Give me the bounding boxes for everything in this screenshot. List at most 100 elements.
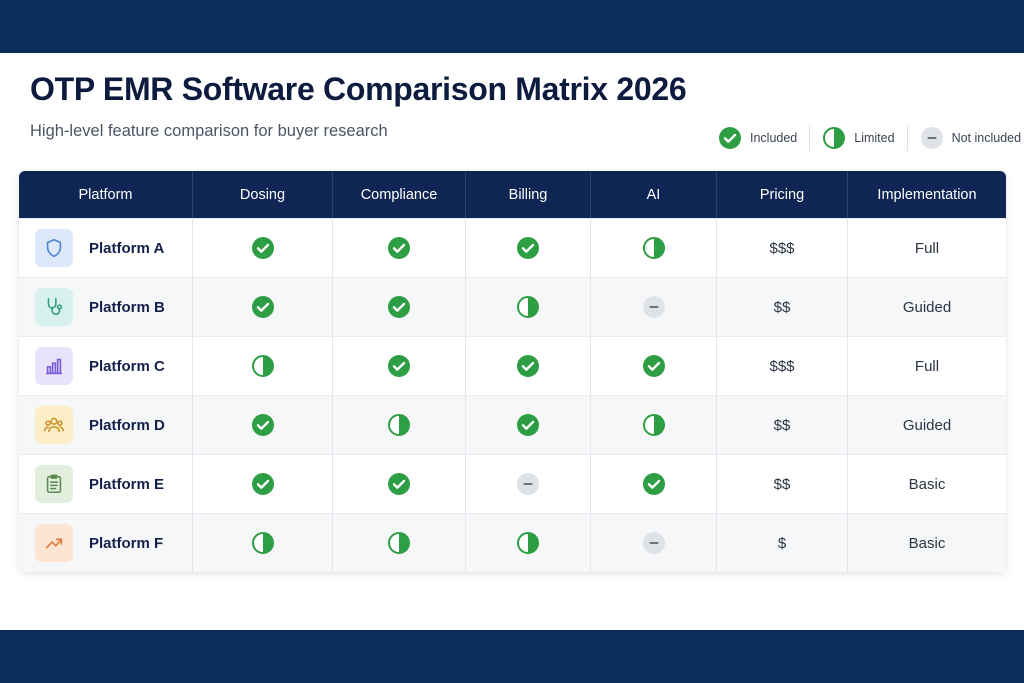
half-circle-icon	[516, 531, 540, 555]
bar-chart-icon	[35, 347, 73, 385]
pricing-cell: $	[717, 514, 848, 572]
compliance-cell	[333, 514, 466, 572]
billing-cell	[466, 219, 591, 277]
legend-limited: Limited	[822, 126, 895, 150]
top-banner	[0, 0, 1024, 53]
check-icon	[516, 236, 540, 260]
implementation-cell: Full	[914, 357, 940, 375]
legend-not-included-label: Not included	[951, 131, 1022, 145]
platform-cell: Platform F	[19, 514, 193, 572]
implementation-cell: Basic	[908, 534, 946, 552]
legend-divider	[809, 125, 811, 151]
column-header-platform: Platform	[19, 171, 193, 218]
platform-name: Platform A	[89, 239, 165, 257]
users-icon	[35, 406, 73, 444]
dosing-cell	[193, 396, 333, 454]
platform-cell: Platform C	[19, 337, 193, 395]
table-row: Platform A $$$ Full	[19, 218, 1006, 277]
dosing-cell	[193, 514, 333, 572]
trend-up-icon	[35, 524, 73, 562]
compliance-cell	[333, 278, 466, 336]
half-circle-icon	[387, 531, 411, 555]
pricing-cell: $$	[717, 278, 848, 336]
check-icon	[387, 472, 411, 496]
ai-cell	[591, 219, 717, 277]
check-icon	[387, 295, 411, 319]
legend-limited-label: Limited	[854, 131, 895, 145]
page-title: OTP EMR Software Comparison Matrix 2026	[30, 71, 687, 107]
dash-icon	[642, 295, 666, 319]
legend-divider	[906, 125, 908, 151]
bottom-banner	[0, 630, 1024, 683]
half-circle-icon	[642, 236, 666, 260]
legend-included-label: Included	[750, 131, 798, 145]
check-icon	[251, 295, 275, 319]
ai-cell	[591, 455, 717, 513]
pricing-cell: $$	[717, 396, 848, 454]
half-circle-icon	[822, 126, 846, 150]
dash-icon	[920, 126, 944, 150]
billing-cell	[466, 396, 591, 454]
half-circle-icon	[516, 295, 540, 319]
table-body: Platform A $$$ Full Platform B $$ Guided Platf…	[19, 218, 1006, 572]
check-icon	[251, 413, 275, 437]
table-row: Platform F $ Basic	[19, 513, 1006, 572]
table-row: Platform E $$ Basic	[19, 454, 1006, 513]
shield-icon	[35, 229, 73, 267]
table-row: Platform D $$ Guided	[19, 395, 1006, 454]
half-circle-icon	[642, 413, 666, 437]
billing-cell	[466, 514, 591, 572]
dosing-cell	[193, 455, 333, 513]
column-header-pricing: Pricing	[717, 171, 848, 218]
dosing-cell	[193, 337, 333, 395]
platform-name: Platform C	[89, 357, 165, 375]
implementation-cell: Full	[914, 239, 940, 257]
platform-cell: Platform B	[19, 278, 193, 336]
implementation-cell: Guided	[902, 416, 952, 434]
platform-cell: Platform E	[19, 455, 193, 513]
column-header-billing: Billing	[466, 171, 591, 218]
legend: Included Limited Not included	[718, 124, 1021, 152]
compliance-cell	[333, 337, 466, 395]
pricing-cell: $$$	[717, 337, 848, 395]
legend-not-included: Not included	[920, 126, 1022, 150]
check-icon	[251, 472, 275, 496]
column-header-implementation: Implementation	[877, 186, 977, 203]
half-circle-icon	[251, 531, 275, 555]
check-icon	[516, 413, 540, 437]
page-subtitle: High-level feature comparison for buyer …	[30, 122, 388, 140]
dash-icon	[516, 472, 540, 496]
ai-cell	[591, 337, 717, 395]
stethoscope-icon	[35, 288, 73, 326]
clipboard-icon	[35, 465, 73, 503]
platform-cell: Platform A	[19, 219, 193, 277]
dosing-cell	[193, 219, 333, 277]
check-icon	[387, 354, 411, 378]
column-header-ai: AI	[591, 171, 717, 218]
half-circle-icon	[251, 354, 275, 378]
legend-included: Included	[718, 126, 797, 150]
pricing-cell: $$$	[717, 219, 848, 277]
dosing-cell	[193, 278, 333, 336]
billing-cell	[466, 278, 591, 336]
ai-cell	[591, 514, 717, 572]
table-row: Platform B $$ Guided	[19, 277, 1006, 336]
pricing-cell: $$	[717, 455, 848, 513]
billing-cell	[466, 337, 591, 395]
platform-name: Platform E	[89, 475, 165, 493]
check-icon	[718, 126, 742, 150]
column-header-dosing: Dosing	[193, 171, 333, 218]
compliance-cell	[333, 219, 466, 277]
ai-cell	[591, 396, 717, 454]
half-circle-icon	[387, 413, 411, 437]
table-header: Platform Dosing Compliance Billing AI Pr…	[19, 171, 1006, 218]
platform-name: Platform F	[89, 534, 164, 552]
platform-cell: Platform D	[19, 396, 193, 454]
implementation-cell: Guided	[902, 298, 952, 316]
compliance-cell	[333, 396, 466, 454]
comparison-table: Platform Dosing Compliance Billing AI Pr…	[19, 171, 1006, 572]
check-icon	[642, 472, 666, 496]
platform-name: Platform D	[89, 416, 165, 434]
check-icon	[642, 354, 666, 378]
table-row: Platform C $$$ Full	[19, 336, 1006, 395]
